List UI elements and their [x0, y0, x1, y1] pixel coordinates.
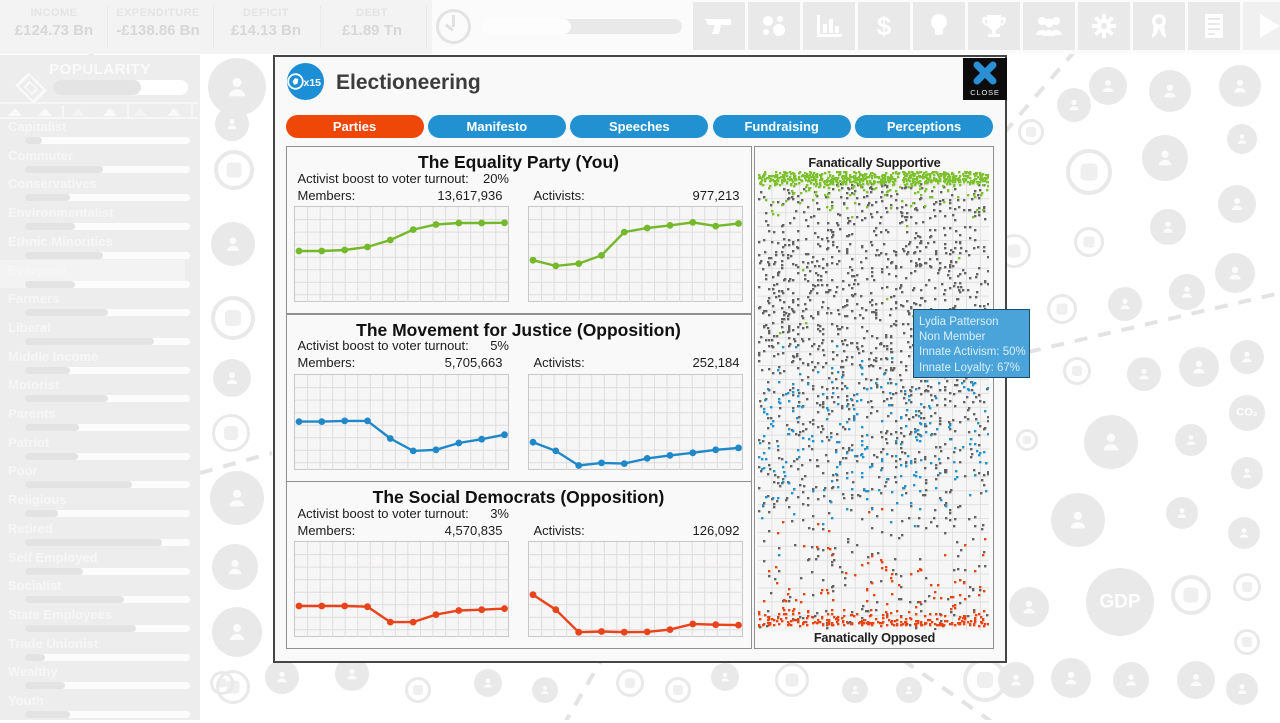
svg-text:x15: x15 — [304, 77, 322, 89]
